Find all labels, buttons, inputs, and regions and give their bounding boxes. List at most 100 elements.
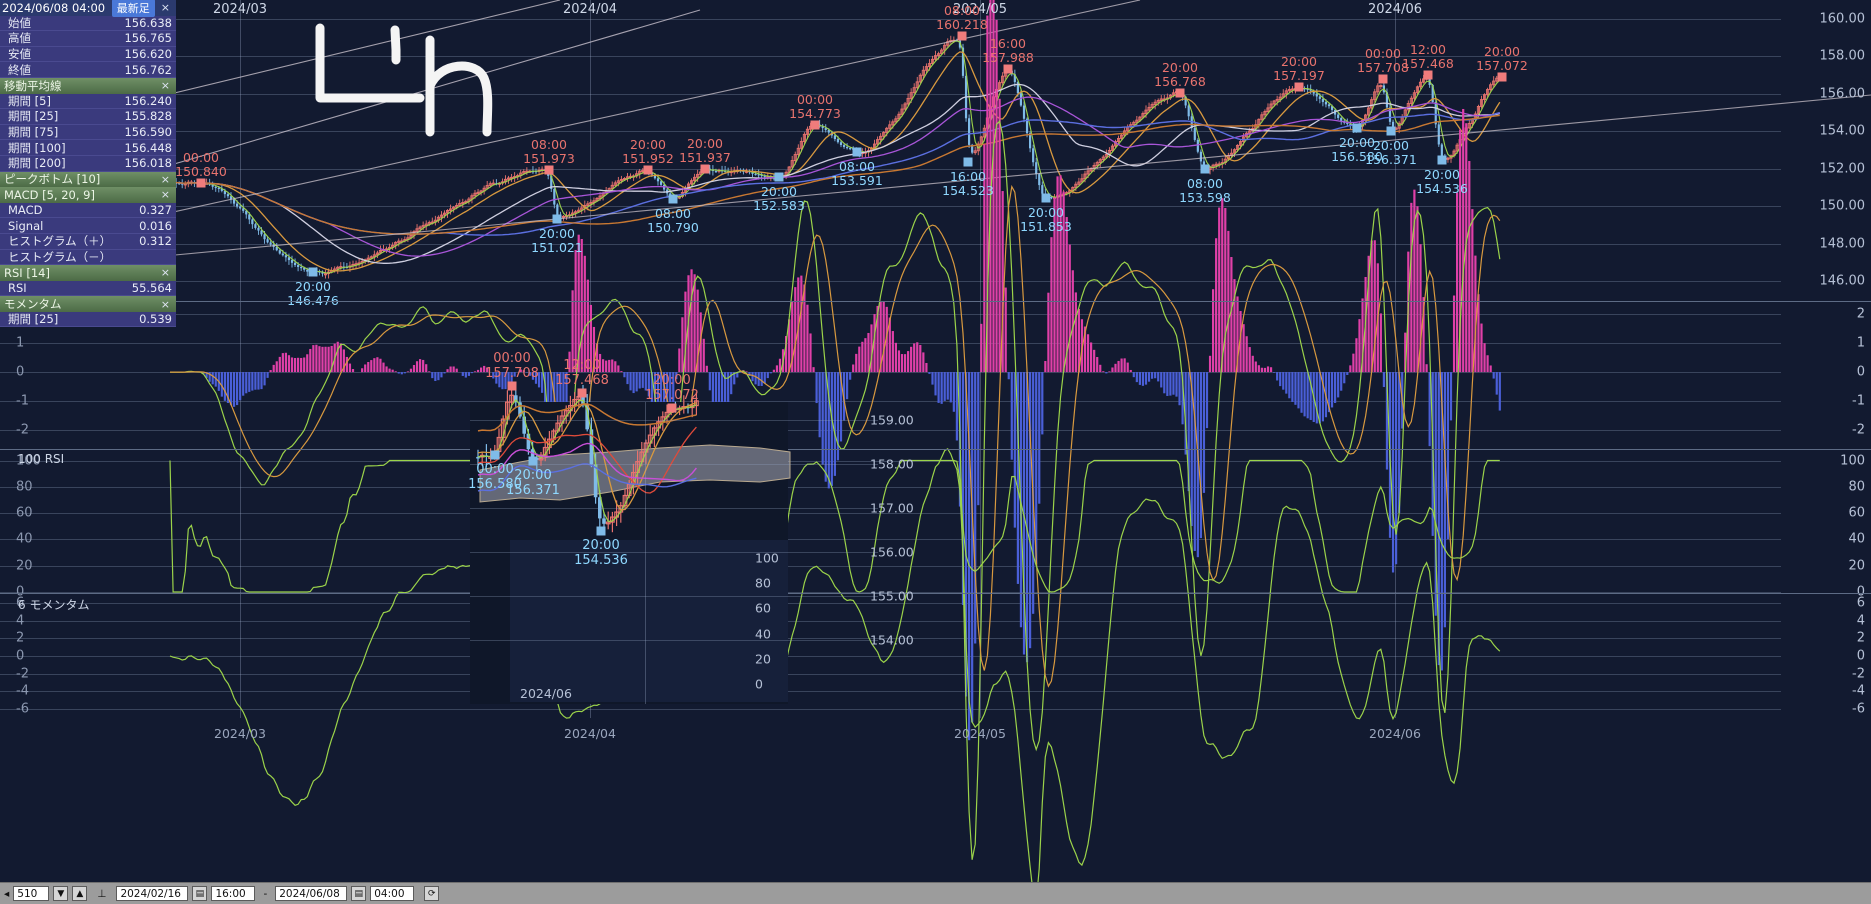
gridline bbox=[0, 372, 1781, 374]
gridline bbox=[0, 486, 1781, 488]
ohlc-value: 156.762 bbox=[124, 62, 172, 77]
y-axis-tick-label: 0 bbox=[1856, 584, 1865, 600]
peak-marker-low bbox=[1041, 193, 1051, 203]
ma-value: 155.828 bbox=[124, 109, 172, 124]
peak-marker-low bbox=[1437, 155, 1447, 165]
gridline bbox=[0, 602, 1781, 604]
macd-section-title: MACD [5, 20, 9] bbox=[4, 187, 95, 202]
y-axis-tick-label: 152.00 bbox=[1819, 161, 1866, 177]
time-to-field[interactable]: 04:00 bbox=[370, 886, 415, 901]
y-axis-tick-label: 4 bbox=[1856, 613, 1865, 629]
x-axis-top-tick-label: 2024/05 bbox=[952, 2, 1008, 17]
gridline bbox=[0, 168, 1781, 170]
y-axis-tick-label: 156.00 bbox=[1819, 86, 1866, 102]
peak-marker-low bbox=[1352, 123, 1362, 133]
close-icon[interactable]: × bbox=[160, 1, 170, 15]
macd-label: ヒストグラム（－） bbox=[8, 249, 112, 264]
x-axis-tick-label: 2024/06 bbox=[1369, 726, 1421, 741]
macd-label: ヒストグラム（＋） bbox=[8, 234, 112, 249]
gridline bbox=[0, 342, 1781, 344]
peak-marker-high bbox=[810, 120, 820, 130]
calendar-from-icon[interactable]: ▤ bbox=[192, 886, 208, 901]
y-axis-tick-label-left: 0 bbox=[16, 648, 25, 664]
gridline bbox=[0, 709, 1781, 711]
y-axis-tick-label-left: 2 bbox=[16, 630, 25, 646]
date-from-field[interactable]: 2024/02/16 bbox=[116, 886, 189, 901]
peak-marker-high bbox=[196, 178, 206, 188]
gridline bbox=[0, 430, 1781, 432]
toolbar-spin-left-icon[interactable]: ◂ bbox=[4, 887, 10, 900]
peak-marker-low bbox=[963, 157, 973, 167]
rsi-section-title: RSI [14] bbox=[4, 265, 50, 280]
pane-label-rsi: 100 RSI bbox=[18, 452, 65, 466]
pane-separator bbox=[0, 593, 1871, 594]
y-axis-tick-label-left: 1 bbox=[16, 335, 25, 351]
y-axis-tick-label: 158.00 bbox=[1819, 48, 1866, 64]
x-axis-top-tick-label: 2024/04 bbox=[562, 2, 618, 17]
y-axis-tick-label-left: -6 bbox=[16, 701, 29, 717]
close-icon[interactable]: × bbox=[160, 297, 170, 311]
y-axis-tick-label: -6 bbox=[1852, 701, 1865, 717]
gridline bbox=[0, 93, 1781, 95]
ma-row: 期間 [75] 156.590 bbox=[0, 124, 176, 141]
macd-value: 0.016 bbox=[139, 218, 172, 233]
y-axis-tick-label: -2 bbox=[1852, 666, 1865, 682]
y-axis-tick-label-left: 100 bbox=[16, 453, 41, 469]
y-axis-tick-label: 100 bbox=[1840, 453, 1865, 469]
date-to-field[interactable]: 2024/06/08 bbox=[275, 886, 348, 901]
calendar-to-icon[interactable]: ▤ bbox=[351, 886, 367, 901]
macd-section-header[interactable]: MACD [5, 20, 9] × bbox=[0, 187, 176, 203]
y-axis-tick-label: 146.00 bbox=[1819, 273, 1866, 289]
close-icon[interactable]: × bbox=[160, 172, 170, 186]
momentum-rows: 期間 [25] 0.539 bbox=[0, 311, 176, 328]
ohlc-value: 156.620 bbox=[124, 47, 172, 62]
peak-marker-high bbox=[1003, 64, 1013, 74]
gridline bbox=[0, 565, 1781, 567]
peakbottom-section-header[interactable]: ピークボトム [10] × bbox=[0, 171, 176, 188]
spin-down-button[interactable]: ▼ bbox=[53, 886, 69, 901]
time-from-field[interactable]: 16:00 bbox=[211, 886, 256, 901]
indicator-info-panel[interactable]: 2024/06/08 04:00 最新足 × 始値 156.638 高値 156.76… bbox=[0, 0, 176, 328]
peak-marker-low bbox=[308, 267, 318, 277]
momentum-row: 期間 [25] 0.539 bbox=[0, 311, 176, 328]
ohlc-value: 156.638 bbox=[124, 15, 172, 30]
peak-marker-low bbox=[852, 147, 862, 157]
bar-count-field[interactable]: 510 bbox=[13, 886, 50, 901]
ohlc-label: 終値 bbox=[8, 62, 31, 77]
y-axis-tick-label-left: 6 bbox=[16, 595, 25, 611]
peak-marker-high bbox=[700, 164, 710, 174]
y-axis-tick-label: 2 bbox=[1856, 630, 1865, 646]
x-axis-top-tick-label: 2024/03 bbox=[212, 2, 268, 17]
gridline bbox=[0, 638, 1781, 640]
vertical-gridline bbox=[1395, 0, 1396, 718]
gridline bbox=[0, 206, 1781, 208]
gridline bbox=[0, 620, 1781, 622]
y-axis-tick-label-left: 80 bbox=[16, 479, 33, 495]
momentum-section-header[interactable]: モメンタム × bbox=[0, 296, 176, 312]
macd-label: Signal bbox=[8, 218, 44, 233]
rsi-section-header[interactable]: RSI [14] × bbox=[0, 265, 176, 281]
rsi-row: RSI 55.564 bbox=[0, 280, 176, 297]
lock-icon[interactable]: ⊥ bbox=[97, 887, 107, 900]
ma-section-header[interactable]: 移動平均線 × bbox=[0, 77, 176, 94]
bottom-toolbar[interactable]: ◂ 510 ▼ ▲ ⊥ 2024/02/16 ▤ 16:00 - 2024/06… bbox=[0, 882, 1871, 904]
ma-label: 期間 [75] bbox=[8, 125, 59, 140]
y-axis-tick-label: 20 bbox=[1848, 558, 1865, 574]
moving-average-rows: 期間 [5] 156.240 期間 [25] 155.828 期間 [75] 156.59… bbox=[0, 93, 176, 172]
latest-candle-badge[interactable]: 最新足 bbox=[111, 0, 155, 17]
info-panel-timestamp: 2024/06/08 04:00 bbox=[2, 0, 106, 15]
macd-label: MACD bbox=[8, 203, 43, 218]
info-panel-header: 2024/06/08 04:00 最新足 × bbox=[0, 0, 176, 17]
close-icon[interactable]: × bbox=[160, 266, 170, 280]
gridline bbox=[0, 131, 1781, 133]
gridline bbox=[0, 243, 1781, 245]
refresh-button[interactable]: ⟳ bbox=[424, 886, 440, 901]
close-icon[interactable]: × bbox=[160, 188, 170, 202]
spin-up-button[interactable]: ▲ bbox=[72, 886, 88, 901]
ma-value: 156.018 bbox=[124, 156, 172, 171]
ma-label: 期間 [25] bbox=[8, 109, 59, 124]
ohlc-row: 高値 156.765 bbox=[0, 31, 176, 47]
close-icon[interactable]: × bbox=[160, 79, 170, 93]
rsi-label: RSI bbox=[8, 280, 27, 295]
